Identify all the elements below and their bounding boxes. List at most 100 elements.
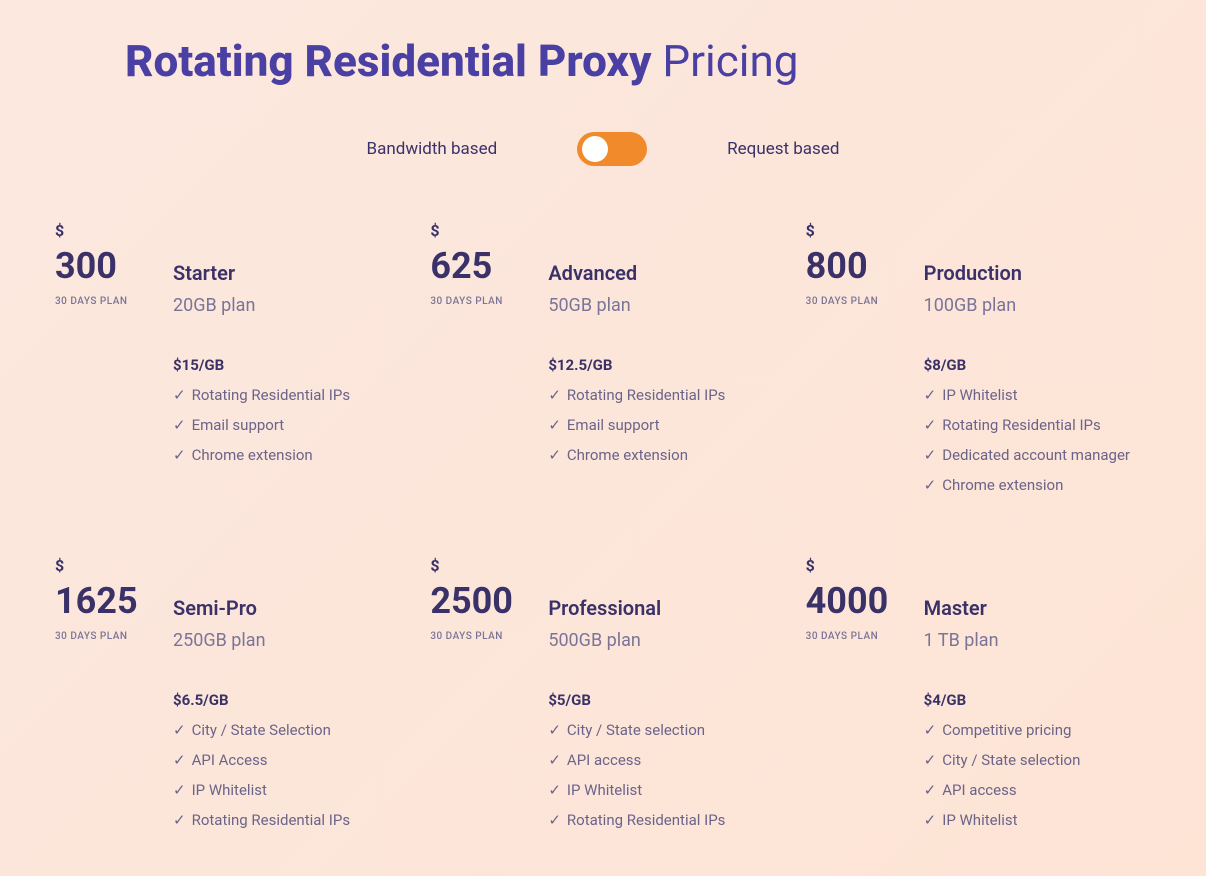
plan-feature-item: ✓Rotating Residential IPs (173, 811, 400, 829)
plan-price-column: $62530 DAYS PLAN (430, 221, 520, 506)
toggle-label-bandwidth[interactable]: Bandwidth based (367, 139, 498, 159)
plan-feature-text: Chrome extension (942, 476, 1063, 494)
pricing-plan-card: $162530 DAYS PLANSemi-Pro250GB plan$6.5/… (55, 556, 400, 841)
plan-duration-label: 30 DAYS PLAN (55, 631, 145, 642)
plan-subtitle: 100GB plan (924, 295, 1151, 316)
plan-feature-item: ✓Chrome extension (548, 446, 775, 464)
plan-feature-item: ✓ Email support (548, 416, 775, 434)
plan-feature-list: ✓Rotating Residential IPs✓Email support✓… (548, 386, 775, 464)
pricing-mode-toggle[interactable] (577, 132, 647, 166)
plan-feature-text: City / State selection (567, 721, 705, 739)
plan-feature-list: ✓ Rotating Residential IPs ✓ Email support ✓… (173, 386, 400, 464)
page-title-light: Pricing (651, 35, 798, 87)
check-icon: ✓ (548, 751, 561, 769)
plan-details-column: Master1 TB plan$4/GB✓Competitive pricing… (924, 556, 1151, 841)
check-icon: ✓ (173, 416, 186, 434)
plan-feature-text: IP Whitelist (942, 386, 1017, 404)
plan-name: Semi-Pro (173, 596, 400, 620)
plan-feature-text: City / State selection (942, 751, 1080, 769)
check-icon: ✓ (173, 721, 186, 739)
plan-feature-text: Email support (567, 416, 660, 434)
check-icon: ✓ (924, 751, 937, 769)
plan-feature-item: ✓API Access (173, 751, 400, 769)
plan-feature-text: Chrome extension (567, 446, 688, 464)
currency-symbol: $ (806, 221, 815, 240)
pricing-plan-card: $62530 DAYS PLANAdvanced50GB plan$12.5/G… (430, 221, 775, 506)
plan-feature-item: ✓ Rotating Residential IPs (173, 386, 400, 404)
check-icon: ✓ (173, 811, 186, 829)
check-icon: ✓ (173, 751, 186, 769)
toggle-label-request[interactable]: Request based (727, 139, 839, 159)
check-icon: ✓ (924, 721, 937, 739)
plan-price: 800 (806, 248, 868, 284)
plan-feature-item: ✓Chrome extension (173, 446, 400, 464)
plan-duration-label: 30 DAYS PLAN (430, 631, 520, 642)
plan-feature-text: Rotating Residential IPs (567, 811, 726, 829)
currency-symbol: $ (430, 556, 439, 575)
plan-feature-item: ✓ Competitive pricing (924, 721, 1151, 739)
plan-feature-item: ✓ City / State selection (548, 721, 775, 739)
plan-subtitle: 1 TB plan (924, 630, 1151, 651)
check-icon: ✓ (924, 811, 937, 829)
plan-feature-text: IP Whitelist (567, 781, 642, 799)
plan-price: 4000 (806, 583, 889, 619)
plan-price-column: $162530 DAYS PLAN (55, 556, 145, 841)
plan-subtitle: 250GB plan (173, 630, 400, 651)
plan-feature-text: IP Whitelist (942, 811, 1017, 829)
pricing-mode-toggle-row: Bandwidth based Request based (55, 132, 1151, 166)
pricing-plans-grid: $300 30 DAYS PLAN Starter 20GB plan $15/GB ✓ R… (55, 221, 1151, 841)
check-icon: ✓ (548, 811, 561, 829)
check-icon: ✓ (548, 721, 561, 739)
plan-feature-text: Rotating Residential IPs (192, 386, 351, 404)
check-icon: ✓ (548, 386, 561, 404)
check-icon: ✓ (924, 476, 937, 494)
plan-feature-text: API access (942, 781, 1016, 799)
plan-name: Starter (173, 261, 400, 285)
plan-feature-list: ✓IP Whitelist✓Rotating Residential IPs✓D… (924, 386, 1151, 494)
plan-price: 625 (430, 248, 492, 284)
plan-feature-list: ✓City / State selection✓API access✓IP Wh… (548, 721, 775, 829)
currency-symbol: $ (55, 221, 64, 240)
plan-feature-text: Email support (192, 416, 285, 434)
plan-feature-text: IP Whitelist (192, 781, 267, 799)
plan-feature-item: ✓API access (548, 751, 775, 769)
plan-price: 300 (55, 248, 117, 284)
plan-price-column: $4000 30 DAYS PLAN (806, 556, 896, 841)
plan-price-column: $2500 30 DAYS PLAN (430, 556, 520, 841)
plan-subtitle: 50GB plan (548, 295, 775, 316)
plan-duration-label: 30 DAYS PLAN (55, 296, 145, 307)
currency-symbol: $ (806, 556, 815, 575)
plan-details-column: Advanced50GB plan$12.5/GB✓Rotating Resid… (548, 221, 775, 506)
plan-duration-label: 30 DAYS PLAN (806, 631, 896, 642)
plan-feature-text: Rotating Residential IPs (942, 416, 1101, 434)
currency-symbol: $ (430, 221, 439, 240)
plan-feature-text: Dedicated account manager (942, 446, 1130, 464)
plan-feature-item: ✓ API access (924, 781, 1151, 799)
plan-subtitle: 20GB plan (173, 295, 400, 316)
plan-name: Professional (548, 596, 775, 620)
plan-rate: $12.5/GB (548, 356, 775, 374)
plan-feature-list: ✓ Competitive pricing ✓ City / State select… (924, 721, 1151, 829)
plan-subtitle: 500GB plan (548, 630, 775, 651)
check-icon: ✓ (173, 386, 186, 404)
plan-details-column: Starter 20GB plan $15/GB ✓ Rotating Resident… (173, 221, 400, 506)
plan-feature-item: ✓ IP Whitelist (924, 811, 1151, 829)
plan-details-column: Professional500GB plan$5/GB✓City / State… (548, 556, 775, 841)
plan-feature-item: ✓ Rotating Residential IPs (548, 811, 775, 829)
plan-feature-text: Rotating Residential IPs (567, 386, 726, 404)
plan-feature-item: ✓IP Whitelist (548, 781, 775, 799)
pricing-plan-card: $300 30 DAYS PLAN Starter 20GB plan $15/GB ✓ R… (55, 221, 400, 506)
plan-price: 2500 (430, 583, 513, 619)
plan-rate: $15/GB (173, 356, 400, 374)
plan-feature-item: ✓ IP Whitelist (173, 781, 400, 799)
check-icon: ✓ (173, 781, 186, 799)
plan-details-column: Semi-Pro250GB plan$6.5/GB✓City / State S… (173, 556, 400, 841)
plan-feature-text: Competitive pricing (942, 721, 1071, 739)
plan-feature-text: City / State Selection (192, 721, 331, 739)
plan-feature-item: ✓ Chrome extension (924, 476, 1151, 494)
check-icon: ✓ (924, 781, 937, 799)
plan-feature-text: Chrome extension (192, 446, 313, 464)
page-title-bold: Rotating Residential Proxy (125, 35, 651, 87)
check-icon: ✓ (548, 416, 561, 434)
plan-feature-list: ✓City / State Selection✓API Access✓IP Wh… (173, 721, 400, 829)
